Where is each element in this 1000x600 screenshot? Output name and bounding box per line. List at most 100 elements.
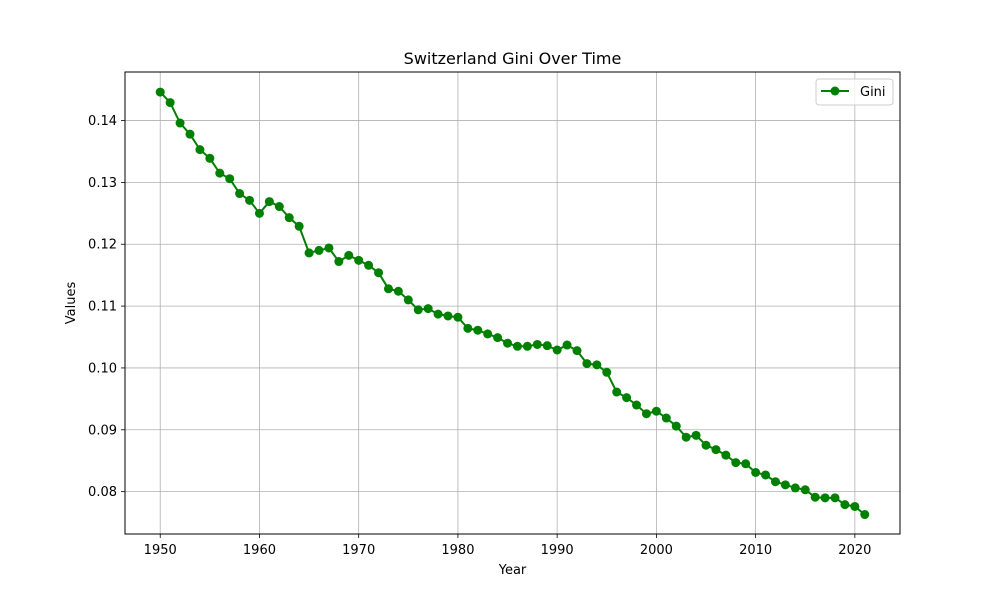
data-point [721,450,731,460]
x-axis-ticks: 1950 1960 1970 1980 1990 2000 2010 2020 [144,534,871,558]
x-axis-label: Year [498,563,527,578]
legend-label: Gini [860,85,886,100]
data-point [383,284,393,294]
legend-marker-icon [830,86,840,96]
x-tick-label: 1990 [541,543,574,558]
data-point [403,295,413,305]
data-point [463,323,473,333]
data-point [582,359,592,369]
series-layer [155,87,870,520]
data-point [284,213,294,223]
data-point [512,341,522,351]
data-point [195,145,205,155]
x-tick-label: 1980 [441,543,474,558]
data-point [622,393,632,403]
data-point [751,467,761,477]
y-tick-label: 0.12 [88,238,117,253]
data-point [185,129,195,139]
chart-title: Switzerland Gini Over Time [404,49,622,68]
x-tick-label: 1950 [144,543,177,558]
data-point [820,493,830,503]
data-point [602,367,612,377]
y-tick-label: 0.13 [88,176,117,191]
data-point [761,470,771,480]
data-point [274,202,284,212]
y-tick-label: 0.08 [88,485,117,500]
data-point [691,430,701,440]
data-point [235,189,245,199]
data-point [562,340,572,350]
data-point [850,501,860,511]
data-point [522,341,532,351]
data-point [671,421,681,431]
data-point [632,400,642,410]
grid-lines [125,72,900,534]
data-point [731,458,741,468]
data-point [572,346,582,356]
y-axis-label: Values [64,282,79,325]
data-point [314,245,324,255]
data-point [354,255,364,265]
legend-box [815,78,894,106]
data-point [503,338,513,348]
data-point [661,413,671,423]
data-point [254,208,264,218]
data-point [473,325,483,335]
data-point [294,221,304,231]
data-point [443,311,453,321]
data-point [552,345,562,355]
data-point [344,250,354,260]
x-tick-label: 1970 [342,543,375,558]
data-point [324,243,334,253]
y-axis-ticks: 0.08 0.09 0.10 0.11 0.12 0.13 0.14 [88,114,125,500]
data-point [245,195,255,205]
data-point [225,174,235,184]
data-point [641,409,651,419]
plot-area-frame [124,71,901,535]
data-point [651,406,661,416]
data-point [155,87,165,97]
y-tick-label: 0.09 [88,423,117,438]
y-tick-label: 0.11 [88,300,117,315]
data-point [810,492,820,502]
data-point [304,248,314,258]
x-tick-label: 2010 [739,543,772,558]
data-point [264,197,274,207]
data-point [483,329,493,339]
data-point [612,387,622,397]
data-point [413,305,423,315]
data-point [364,260,374,270]
data-point [800,485,810,495]
data-point [780,480,790,490]
data-point [542,341,552,351]
data-point [374,268,384,278]
data-point [175,118,185,128]
data-point [741,459,751,469]
x-tick-label: 2020 [838,543,871,558]
data-point [493,333,503,343]
data-point [334,257,344,267]
x-tick-label: 2000 [640,543,673,558]
data-point [701,440,711,450]
data-point [433,309,443,319]
x-tick-label: 1960 [243,543,276,558]
data-point [165,98,175,108]
data-point [830,493,840,503]
data-point [453,312,463,322]
data-point [711,445,721,455]
data-point [860,510,870,520]
data-point [205,153,215,163]
data-point [840,500,850,510]
data-point [532,339,542,349]
y-tick-label: 0.14 [88,114,117,129]
data-point [681,432,691,442]
legend: Gini [815,78,894,106]
data-point [215,168,225,178]
data-point [592,360,602,370]
data-point [770,477,780,487]
data-point [393,286,403,296]
data-point [790,483,800,493]
data-point [423,304,433,314]
